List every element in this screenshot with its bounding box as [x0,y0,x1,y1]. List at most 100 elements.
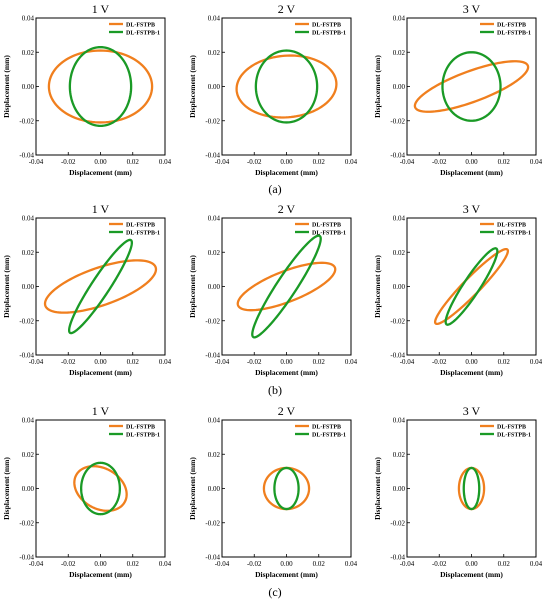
series-line-dl-fstpb [262,466,311,511]
series-line-dl-fstpb [73,465,128,512]
x-tick-label: -0.02 [61,158,76,166]
x-tick-label: 0.04 [530,560,543,568]
y-axis-label: Displacement (mm) [188,255,197,318]
x-tick-label: 0.04 [345,358,358,366]
series-line-dl-fstpb-1 [79,461,122,516]
y-tick-label: 0.00 [208,283,221,291]
series-line-dl-fstpb [236,261,337,312]
x-tick-label: -0.04 [215,158,230,166]
y-tick-label: 0.00 [22,83,35,91]
y-tick-label: -0.04 [19,554,34,562]
series-line-dl-fstpb-1 [273,466,300,511]
panel-b-2: 2 V -0.04-0.04 -0.02 -0.02 0.00 0.00 0.02 0.02 0… [188,202,358,377]
sub-caption: (a) [268,182,281,196]
x-tick-label: 0.04 [159,358,172,366]
y-tick-label: -0.02 [19,519,34,527]
series-line-dl-fstpb [235,54,338,119]
x-tick-label: -0.04 [400,358,415,366]
x-tick-label: 0.02 [498,158,511,166]
y-tick-label: -0.02 [205,117,220,125]
y-tick-label: -0.02 [19,117,34,125]
panel-title: 3 V [463,2,481,16]
y-tick-label: 0.02 [393,49,406,57]
x-axis-label: Displacement (mm) [69,168,132,177]
x-axis-label: Displacement (mm) [69,570,132,579]
x-tick-label: 0.02 [498,560,511,568]
x-tick-label: 0.04 [530,158,543,166]
x-tick-label: -0.04 [400,560,415,568]
y-axis-label: Displacement (mm) [373,255,382,318]
x-tick-label: 0.02 [313,358,326,366]
x-tick-label: 0.04 [345,158,358,166]
legend-label: DL-FSTPB-1 [312,230,346,236]
x-tick-label: -0.02 [247,158,262,166]
legend-label: DL-FSTPB [126,424,155,430]
series-line-dl-fstpb [43,259,158,314]
x-tick-label: -0.02 [247,358,262,366]
panel-a-2: 2 V -0.04-0.04 -0.02 -0.02 0.00 0.00 0.02 0.02 0… [188,2,358,177]
legend-label: DL-FSTPB-1 [497,230,531,236]
legend-label: DL-FSTPB [497,424,526,430]
y-tick-label: 0.02 [208,249,221,257]
x-tick-label: 0.00 [280,358,293,366]
panel-title: 1 V [92,202,110,216]
panel-title: 3 V [463,202,481,216]
x-tick-label: -0.04 [215,358,230,366]
plot-frame [406,217,537,356]
x-tick-label: -0.02 [61,358,76,366]
panel-title: 1 V [92,404,110,418]
y-axis-label: Displacement (mm) [2,55,11,118]
y-tick-label: 0.02 [22,451,35,459]
x-tick-label: 0.02 [498,358,511,366]
panel-a-1: 1 V -0.04-0.04 -0.02 -0.02 0.00 0.00 0.02 0.02 0… [2,2,172,177]
plot-frame [406,17,537,156]
y-tick-label: -0.02 [205,519,220,527]
legend-label: DL-FSTPB [126,222,155,228]
y-tick-label: 0.04 [393,15,406,23]
x-axis-label: Displacement (mm) [255,168,318,177]
legend-label: DL-FSTPB-1 [312,30,346,36]
y-axis-label: Displacement (mm) [373,55,382,118]
y-tick-label: 0.00 [22,485,35,493]
y-tick-label: 0.04 [208,15,221,23]
legend-label: DL-FSTPB [312,424,341,430]
x-tick-label: -0.02 [247,560,262,568]
y-tick-label: -0.02 [390,117,405,125]
y-tick-label: 0.00 [393,485,406,493]
y-tick-label: 0.02 [393,451,406,459]
plot-frame [406,419,537,558]
y-tick-label: 0.02 [208,49,221,57]
panel-a-3: 3 V -0.04-0.04 -0.02 -0.02 0.00 0.00 0.02 0.02 0… [373,2,543,177]
x-axis-label: Displacement (mm) [255,368,318,377]
y-tick-label: 0.04 [393,215,406,223]
x-tick-label: 0.00 [465,158,478,166]
y-axis-label: Displacement (mm) [373,457,382,520]
y-tick-label: -0.04 [390,554,405,562]
legend-label: DL-FSTPB-1 [497,432,531,438]
panel-c-2: 2 V -0.04-0.04 -0.02 -0.02 0.00 0.00 0.02 0.02 0… [188,404,358,579]
x-axis-label: Displacement (mm) [69,368,132,377]
plot-frame [35,419,166,558]
x-axis-label: Displacement (mm) [440,570,503,579]
y-tick-label: 0.04 [22,417,35,425]
y-tick-label: -0.04 [390,352,405,360]
x-tick-label: -0.02 [61,560,76,568]
x-tick-label: 0.02 [313,560,326,568]
series-line-dl-fstpb-1 [441,51,502,122]
y-tick-label: 0.02 [208,451,221,459]
series-line-dl-fstpb [47,49,154,124]
sub-caption: (c) [268,585,281,599]
x-tick-label: 0.00 [94,358,107,366]
plot-frame [35,217,166,356]
x-tick-label: 0.00 [280,158,293,166]
y-tick-label: -0.02 [390,317,405,325]
y-axis-label: Displacement (mm) [2,255,11,318]
series-line-dl-fstpb-1 [251,234,322,339]
series-line-dl-fstpb-1 [68,45,133,128]
y-tick-label: -0.04 [19,152,34,160]
y-tick-label: 0.00 [208,83,221,91]
legend-label: DL-FSTPB-1 [126,432,160,438]
y-tick-label: -0.04 [205,352,220,360]
legend-label: DL-FSTPB-1 [126,30,160,36]
x-tick-label: 0.04 [345,560,358,568]
